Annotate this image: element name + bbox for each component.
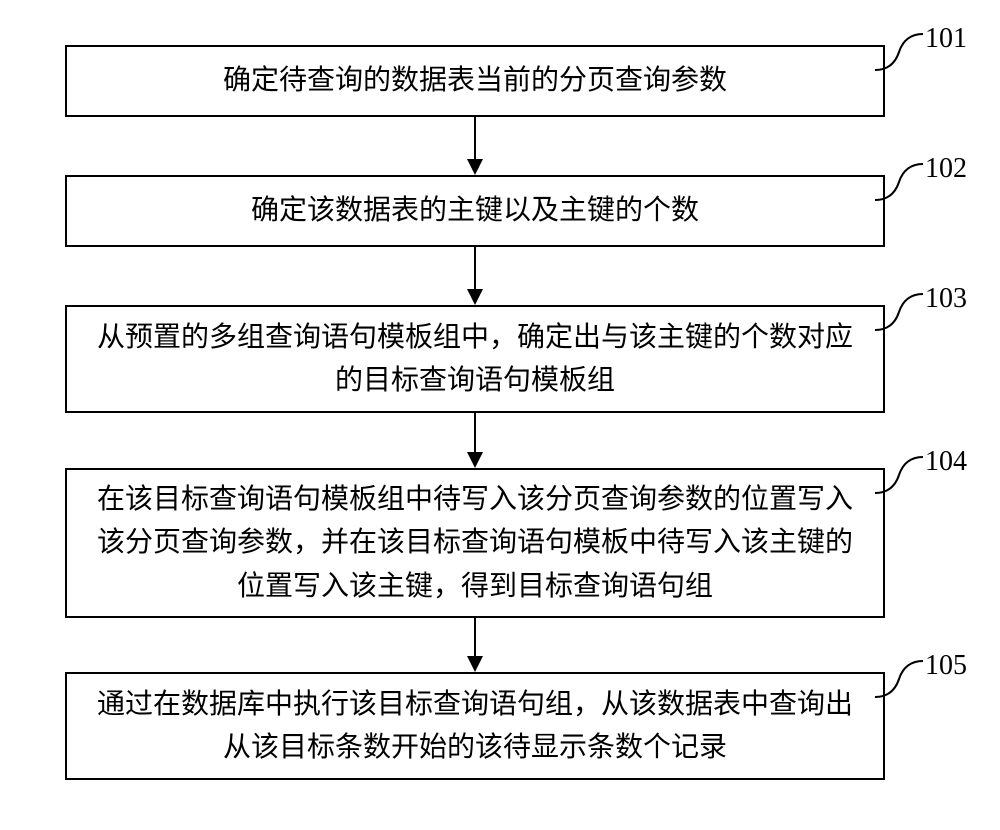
arrow-101-to-102 [460, 117, 490, 175]
step-text-101: 确定待查询的数据表当前的分页查询参数 [223, 59, 727, 102]
arrow-104-to-105 [460, 618, 490, 672]
arrow-102-to-103 [460, 247, 490, 305]
step-box-101: 确定待查询的数据表当前的分页查询参数 [65, 45, 885, 117]
step-box-102: 确定该数据表的主键以及主键的个数 [65, 175, 885, 247]
step-text-104: 在该目标查询语句模板组中待写入该分页查询参数的位置写入该分页查询参数，并在该目标… [87, 478, 863, 608]
arrow-103-to-104 [460, 413, 490, 468]
step-label-101: 101 [925, 23, 967, 55]
step-text-103: 从预置的多组查询语句模板组中，确定出与该主键的个数对应的目标查询语句模板组 [87, 316, 863, 403]
step-box-104: 在该目标查询语句模板组中待写入该分页查询参数的位置写入该分页查询参数，并在该目标… [65, 468, 885, 618]
step-label-102: 102 [925, 153, 967, 185]
step-label-105: 105 [925, 650, 967, 682]
step-label-103: 103 [925, 283, 967, 315]
step-label-104: 104 [925, 446, 967, 478]
flowchart-container: 确定待查询的数据表当前的分页查询参数 101 确定该数据表的主键以及主键的个数 102… [0, 0, 1000, 830]
step-box-105: 通过在数据库中执行该目标查询语句组，从该数据表中查询出从该目标条数开始的该待显示… [65, 672, 885, 780]
step-text-105: 通过在数据库中执行该目标查询语句组，从该数据表中查询出从该目标条数开始的该待显示… [87, 683, 863, 770]
step-box-103: 从预置的多组查询语句模板组中，确定出与该主键的个数对应的目标查询语句模板组 [65, 305, 885, 413]
step-text-102: 确定该数据表的主键以及主键的个数 [251, 189, 699, 232]
